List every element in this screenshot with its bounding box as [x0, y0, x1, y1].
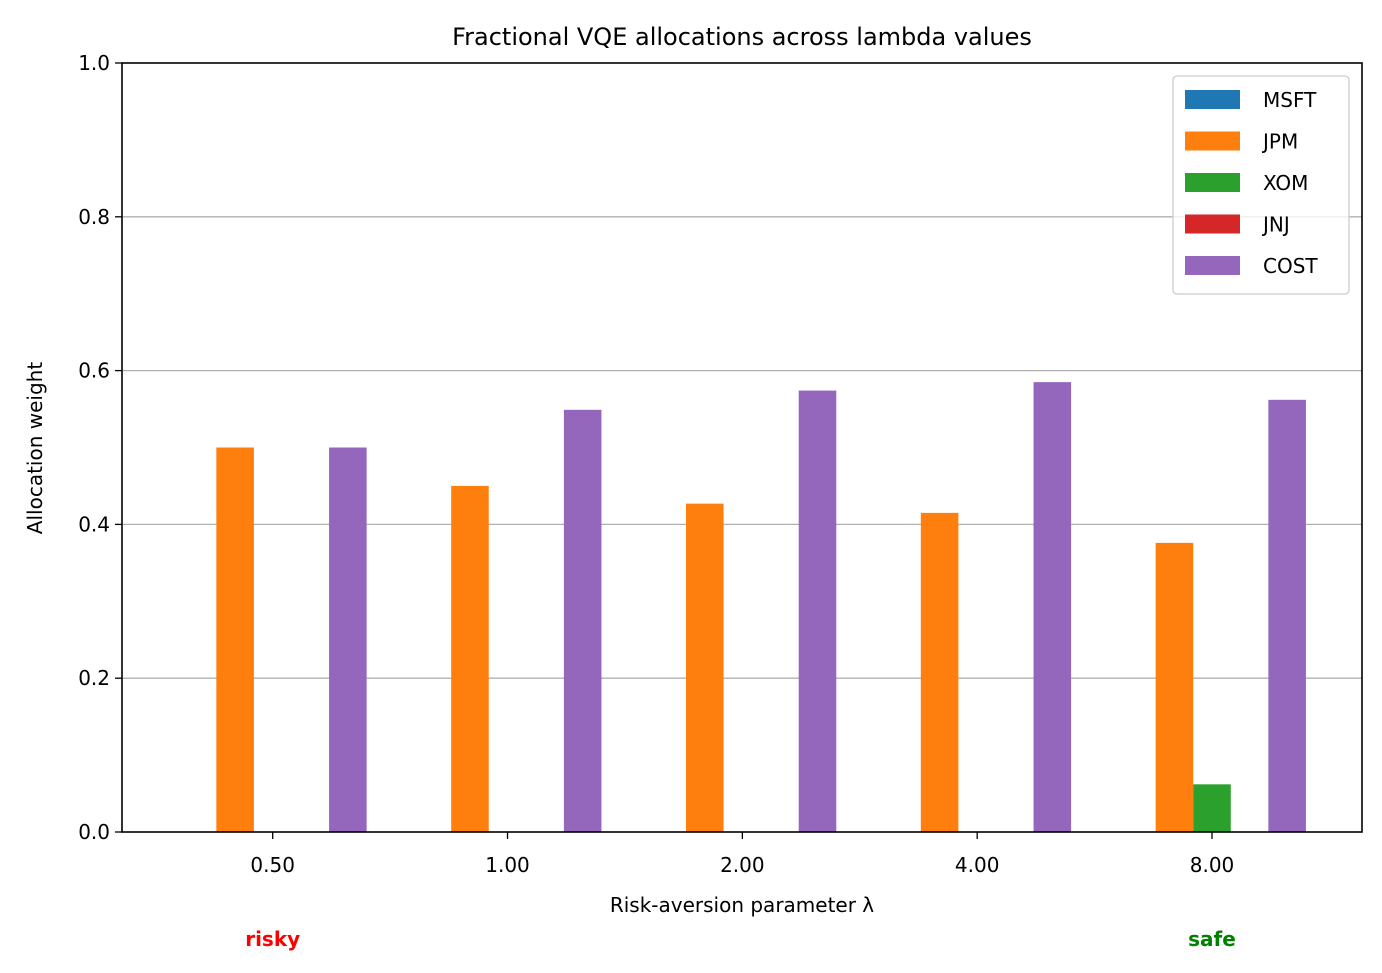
annotation-safe: safe: [1188, 927, 1236, 951]
y-tick-label: 0.6: [78, 359, 110, 383]
bar-cost-4.00: [1033, 382, 1072, 832]
bar-cost-2.00: [798, 390, 837, 832]
legend-label-cost: COST: [1263, 254, 1318, 278]
bar-cost-8.00: [1268, 399, 1306, 832]
legend-label-msft: MSFT: [1263, 88, 1317, 112]
x-tick-label: 0.50: [250, 853, 295, 877]
bar-jpm-8.00: [1155, 542, 1194, 832]
legend-box: [1172, 75, 1350, 295]
bar-cost-0.50: [329, 447, 367, 832]
bars: [216, 382, 1306, 832]
bar-jpm-4.00: [920, 512, 959, 832]
y-tick-label: 1.0: [78, 51, 110, 75]
y-axis-ticks: 0.0 0.2 0.4 0.6 0.8 1.0: [78, 51, 122, 844]
x-tick-label: 8.00: [1190, 853, 1235, 877]
bar-jpm-0.50: [216, 447, 254, 832]
gridlines: [122, 216, 1362, 679]
y-axis-label: Allocation weight: [23, 362, 47, 535]
chart-title: Fractional VQE allocations across lambda…: [452, 23, 1032, 51]
legend-label-xom: XOM: [1263, 171, 1308, 195]
x-tick-label: 2.00: [720, 853, 765, 877]
annotations: risky safe: [245, 927, 1236, 951]
legend-swatch-jnj: [1185, 214, 1240, 234]
legend-swatch-msft: [1185, 90, 1240, 109]
bar-xom-8.00: [1193, 784, 1231, 832]
y-tick-label: 0.0: [78, 820, 110, 844]
x-tick-label: 1.00: [485, 853, 530, 877]
legend-label-jpm: JPM: [1261, 130, 1298, 154]
legend-swatch-jpm: [1185, 131, 1240, 151]
bar-cost-1.00: [563, 409, 602, 832]
legend-swatch-xom: [1185, 173, 1240, 192]
legend: MSFT JPM XOM JNJ COST: [1172, 75, 1350, 295]
bar-jpm-2.00: [685, 503, 724, 832]
y-tick-label: 0.4: [78, 512, 110, 536]
x-axis-label: Risk-aversion parameter λ: [610, 893, 874, 917]
y-tick-label: 0.8: [78, 205, 110, 229]
legend-label-jnj: JNJ: [1261, 213, 1290, 237]
legend-swatch-cost: [1185, 256, 1240, 275]
y-tick-label: 0.2: [78, 666, 110, 690]
x-tick-label: 4.00: [955, 853, 1000, 877]
x-axis-ticks: 0.50 1.00 2.00 4.00 8.00: [250, 832, 1234, 877]
annotation-risky: risky: [245, 927, 300, 951]
bar-jpm-1.00: [451, 485, 489, 832]
